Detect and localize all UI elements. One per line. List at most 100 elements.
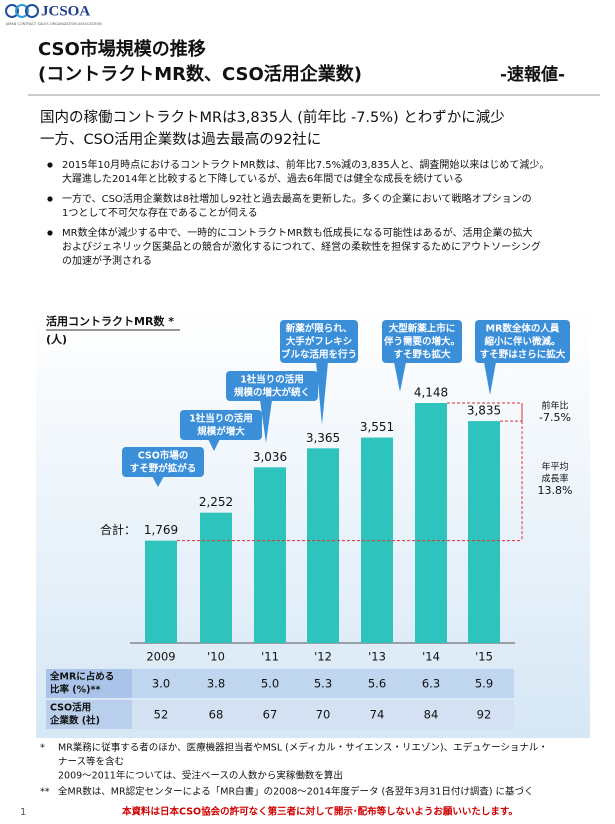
bar	[307, 448, 339, 643]
x-tick-label: '14	[422, 650, 440, 664]
value-label: 3,036	[253, 450, 287, 464]
title: CSO市場規模の推移	[38, 38, 206, 60]
callout-text: 1社当りの活用	[240, 374, 304, 386]
x-tick-label: '10	[207, 650, 225, 664]
callout-text: ブルな活用を行う	[281, 349, 357, 361]
bullet-text: 1つとして不可欠な存在であることが伺える	[62, 206, 258, 219]
value-label: 1,769	[144, 523, 178, 537]
callout-text: すそ野はさらに拡大	[480, 349, 566, 361]
table-cell: 74	[370, 708, 385, 722]
bar	[415, 403, 447, 643]
row-label: 全MRに占める	[49, 671, 114, 683]
bar	[145, 540, 177, 643]
callout-box	[122, 447, 204, 477]
callout-text: すそ野が拡がる	[130, 463, 197, 475]
callout-pointer	[208, 439, 220, 451]
table-cell: 5.3	[314, 677, 332, 691]
table-cell: 5.6	[368, 677, 386, 691]
callout-text: 縮小に伴い微減。	[484, 336, 560, 348]
table-cell: 92	[477, 708, 492, 722]
logo	[5, 4, 39, 18]
callout-text: 新薬が限られ、	[286, 323, 353, 335]
table-cell: 3.8	[207, 677, 225, 691]
title: (コントラクトMR数、CSO活用企業数)	[38, 63, 362, 85]
callout-text: すそ野も拡大	[393, 349, 451, 361]
table-header-cell	[46, 669, 132, 698]
bullet-dot	[47, 230, 53, 236]
callout-text: CSO市場の	[138, 450, 189, 462]
callout-pointer	[394, 362, 406, 392]
x-tick-label: '15	[475, 650, 493, 664]
callout-text: MR数全体の人員	[486, 323, 560, 335]
table-cell: 6.3	[422, 677, 440, 691]
table-cell: 68	[209, 708, 224, 722]
table-cell: 5.0	[261, 677, 279, 691]
chart-unit: (人)	[46, 332, 67, 346]
value-label: 3,551	[360, 420, 394, 434]
footnote-text: ナース等を含む	[58, 756, 124, 768]
x-tick-label: '11	[261, 650, 279, 664]
callout-pointer	[152, 476, 164, 487]
x-tick-label: 2009	[146, 650, 175, 664]
footnote-text: 全MR数は、MR認定センターによる「MR白書」の2008～2014年度データ (…	[58, 786, 534, 798]
value-label: 3,365	[306, 431, 340, 445]
table-cell: 84	[424, 708, 439, 722]
callout-box	[280, 320, 358, 363]
table-header-cell	[46, 700, 132, 729]
cagr-label: 13.8%	[538, 484, 573, 497]
headline: 一方、CSO活用企業数は過去最高の92社に	[40, 130, 321, 148]
table-cell: 67	[263, 708, 278, 722]
logo-subtitle: JAPAN CONTRACT SALES ORGANIZATION ASSOCI…	[5, 22, 102, 26]
yoy-label: -7.5%	[539, 411, 571, 424]
value-label: 3,835	[467, 404, 501, 418]
bar	[254, 467, 286, 643]
callout-text: 伴う需要の増大。	[383, 336, 460, 348]
callout-box	[382, 320, 462, 363]
headline: 国内の稼働コントラクトMRは3,835人 (前年比 -7.5%) とわずかに減少	[40, 109, 505, 126]
callout-text: 規模の増大が続く	[234, 387, 310, 399]
table-cell: 70	[316, 708, 331, 722]
bullet-text: 大躍進した2014年と比較すると下降しているが、過去6年間では健全な成長を続けて…	[62, 172, 463, 185]
total-label: 合計：	[100, 522, 136, 537]
table-cell: 5.9	[475, 677, 493, 691]
bullet-text: MR数全体が減少する中で、一時的にコントラクトMR数も低成長になる可能性はあるが…	[62, 226, 533, 239]
yoy-label: 前年比	[541, 400, 568, 412]
row-label: CSO活用	[50, 702, 91, 714]
bullet-text: 2015年10月時点におけるコントラクトMR数は、前年比7.5%減の3,835人…	[62, 158, 549, 171]
bullet-dot	[47, 162, 53, 168]
page-number: 1	[20, 807, 26, 818]
callout-text: 1社当りの活用	[189, 413, 253, 425]
footnote-text: MR業務に従事する者のほか、医療機器担当者やMSL (メディカル・サイエンス・リ…	[58, 742, 548, 754]
title-tag: -速報値-	[500, 64, 565, 85]
bullet-text: およびジェネリック医薬品との競合が激化するにつれて、経営の柔軟性を担保するために…	[62, 240, 541, 253]
callout-pointer	[316, 362, 328, 425]
row-label: 比率 (%)**	[50, 684, 100, 696]
callout-box	[226, 371, 318, 401]
value-label: 4,148	[414, 386, 448, 400]
bar	[468, 421, 500, 643]
chart-title: 活用コントラクトMR数 *	[46, 314, 174, 328]
x-tick-label: '13	[368, 650, 386, 664]
callout-text: 大手がフレキシ	[286, 336, 353, 348]
logo-text: JCSOA	[41, 3, 90, 19]
callout-pointer	[484, 362, 496, 395]
cagr-label: 年平均	[541, 461, 568, 473]
row-label: 企業数 (社)	[49, 715, 100, 727]
bullet-text: の加速が予測される	[62, 254, 152, 267]
bar	[200, 512, 232, 643]
table-cell: 3.0	[152, 677, 170, 691]
footnote-mark: *	[40, 743, 45, 754]
footnote-text: 2009～2011年については、受注ベースの人数から実稼働数を算出	[58, 770, 343, 782]
bullet-dot	[47, 196, 53, 202]
callout-box	[180, 410, 262, 440]
x-tick-label: '12	[314, 650, 332, 664]
bullet-text: 一方で、CSO活用企業数は8社増加し92社と過去最高を更新した。多くの企業におい…	[62, 192, 532, 205]
value-label: 2,252	[199, 495, 233, 509]
callout-text: 大型新薬上市に	[389, 323, 456, 335]
cagr-label: 成長率	[541, 473, 568, 485]
table-cell: 52	[154, 708, 169, 722]
callout-text: 規模が増大	[197, 426, 245, 438]
callout-pointer	[260, 400, 272, 443]
footer: 本資料は日本CSO協会の許可なく第三者に対して開示･配布等しないようお願いいたし…	[122, 806, 518, 818]
